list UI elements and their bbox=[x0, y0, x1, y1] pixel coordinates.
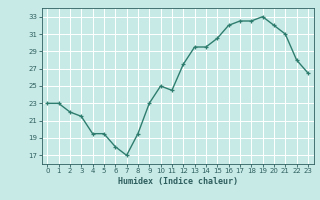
X-axis label: Humidex (Indice chaleur): Humidex (Indice chaleur) bbox=[118, 177, 237, 186]
